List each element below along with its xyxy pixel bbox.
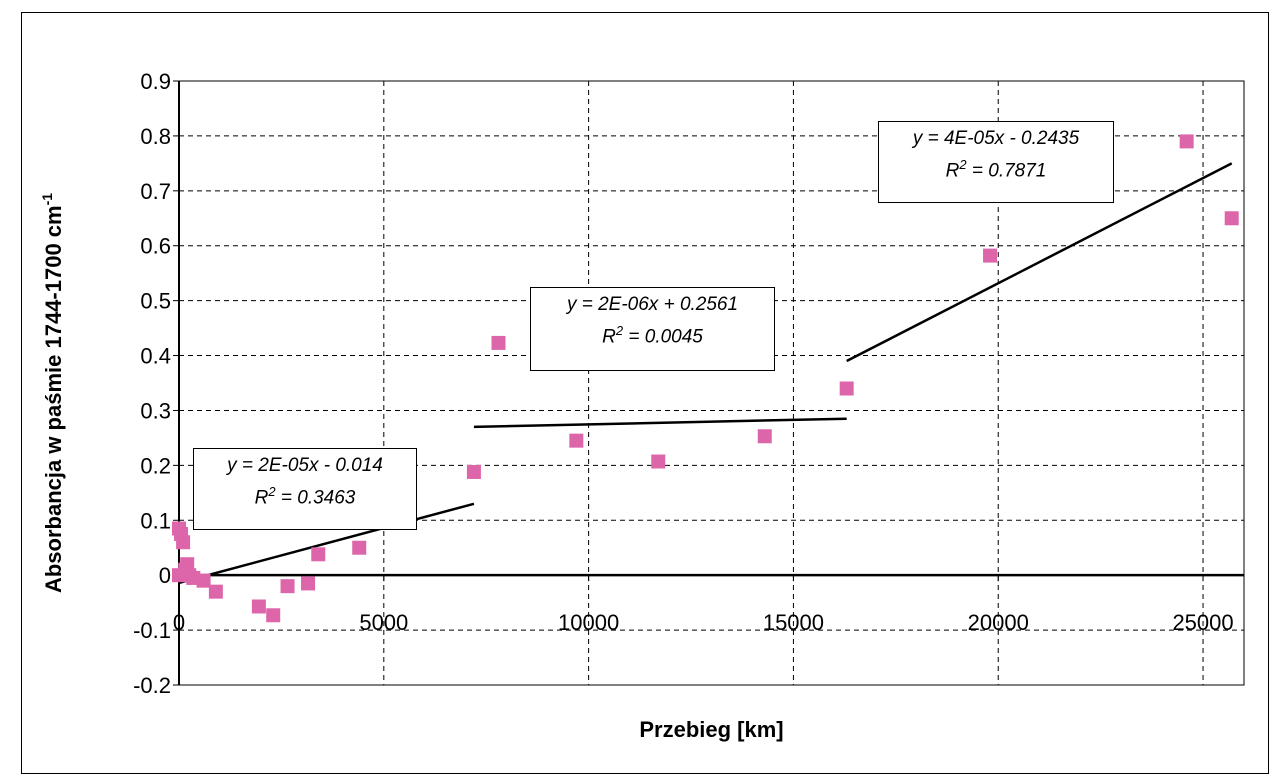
- trendlines: [178, 162, 1233, 585]
- trendline-r2-1: R2 = 0.3463: [254, 484, 356, 509]
- y-axis-title-superscript: -1: [39, 193, 55, 206]
- y-axis-title: Absorbancja w paśmie 1744-1700 cm-1: [39, 193, 66, 593]
- y-tick-label: 0.1: [140, 508, 171, 533]
- y-tick-label: 0.5: [140, 289, 171, 314]
- data-point: [280, 579, 295, 594]
- data-point: [651, 454, 666, 469]
- axes: [173, 80, 1245, 686]
- y-tick-label: 0.2: [140, 453, 171, 478]
- y-tick-label: 0.9: [140, 69, 171, 94]
- y-tick-label: -0.2: [133, 673, 171, 698]
- trendline-r2-3: R2 = 0.7871: [945, 157, 1047, 182]
- data-point: [466, 464, 481, 479]
- trendline-equation-1: y = 2E-05x - 0.014: [227, 455, 383, 476]
- y-tick-label: -0.1: [133, 618, 171, 643]
- x-tick-label: 20000: [968, 610, 1029, 635]
- trendline-equation-box-2: y = 2E-06x + 0.2561 R2 = 0.0045: [530, 287, 775, 371]
- y-tick-label: 0.4: [140, 344, 171, 369]
- y-tick-label: 0: [159, 563, 171, 588]
- data-point: [196, 573, 211, 588]
- data-point: [311, 547, 326, 562]
- data-point: [352, 540, 367, 555]
- trendline-equation-3: y = 4E-05x - 0.2435: [912, 128, 1080, 149]
- trendline-r2-2: R2 = 0.0045: [602, 323, 703, 348]
- y-tick-label: 0.7: [140, 179, 171, 204]
- data-point: [569, 433, 584, 448]
- data-point: [491, 335, 506, 350]
- trendline-equation-2: y = 2E-06x + 0.2561: [566, 294, 739, 315]
- trendline-equation-box-3: y = 4E-05x - 0.2435 R2 = 0.7871: [878, 121, 1114, 203]
- x-tick-label: 25000: [1172, 610, 1233, 635]
- data-points: [172, 134, 1239, 623]
- data-point: [301, 576, 316, 591]
- y-tick-label: 0.3: [140, 398, 171, 423]
- data-point: [983, 248, 998, 263]
- x-tick-label: 5000: [359, 610, 408, 635]
- data-point: [251, 599, 266, 614]
- trendline-3: [846, 162, 1233, 363]
- x-tick-label: 10000: [558, 610, 619, 635]
- data-point: [757, 429, 772, 444]
- data-point: [180, 557, 195, 572]
- trendline-equation-box-1: y = 2E-05x - 0.014 R2 = 0.3463: [193, 448, 417, 530]
- trendline-2: [473, 417, 847, 429]
- data-point: [839, 381, 854, 396]
- y-axis-title-main: Absorbancja w paśmie 1744-1700 cm: [41, 205, 66, 593]
- data-point: [1179, 134, 1194, 149]
- x-tick-label: 15000: [763, 610, 824, 635]
- data-point: [1224, 211, 1239, 226]
- x-tick-label: 0: [173, 610, 185, 635]
- y-tick-label: 0.6: [140, 234, 171, 259]
- y-tick-label: 0.8: [140, 124, 171, 149]
- data-point: [176, 535, 191, 550]
- trendline-1: [178, 502, 475, 585]
- data-point: [208, 584, 223, 599]
- tick-labels: -0.2-0.100.10.20.30.40.50.60.70.80.90 500…: [133, 69, 1234, 698]
- chart-frame: -0.2 -0.1 0 0.1 0.2 0.3 0.4 0.5 0.6 0.7 0.8 0.9 0 500…: [21, 12, 1269, 774]
- data-point: [266, 608, 281, 623]
- x-axis-title: Przebieg [km]: [639, 717, 783, 742]
